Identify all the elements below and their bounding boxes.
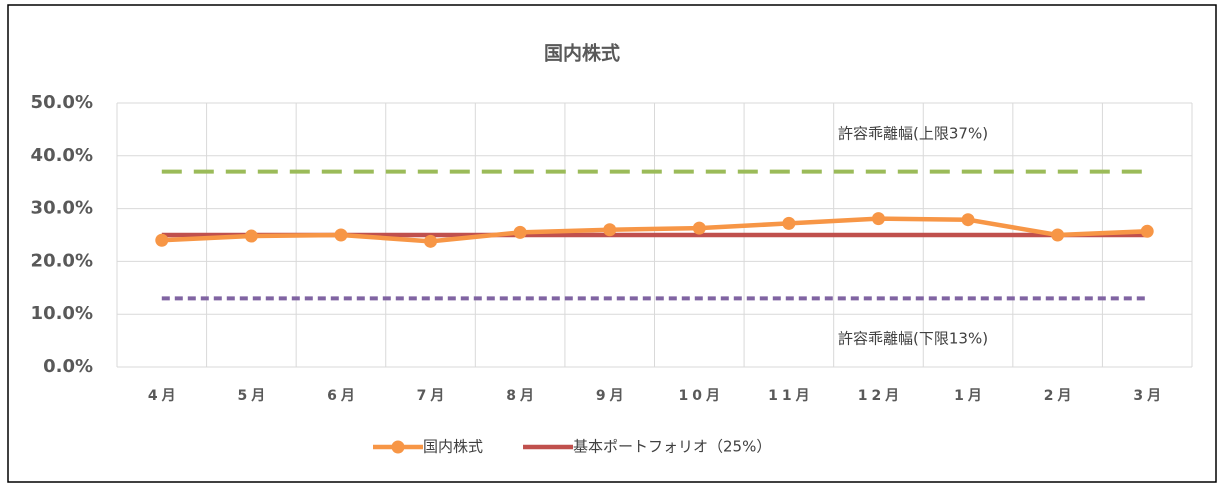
y-tick-label: 30.0% [31,198,93,219]
x-tick-label: 11月 [768,388,813,404]
chart-frame [7,4,1217,483]
legend-marker [391,440,405,454]
x-tick-label: 10月 [679,388,724,404]
reference-label: 許容乖離幅(上限37%) [838,125,988,143]
x-tick-label: 2月 [1044,388,1076,404]
x-tick-label: 8月 [506,388,538,404]
point [1051,228,1065,242]
point [961,213,975,227]
point [1140,224,1154,238]
y-tick-label: 20.0% [31,250,93,271]
reference-label: 許容乖離幅(下限13%) [838,330,988,348]
point [424,234,438,248]
point [692,221,706,235]
legend-label: 基本ポートフォリオ（25%） [573,438,771,456]
legend-label: 国内株式 [423,438,483,456]
point [871,212,885,226]
point [334,228,348,242]
point [155,233,169,247]
chart-title: 国内株式 [544,42,620,65]
x-tick-label: 7月 [417,388,449,404]
point [244,229,258,243]
x-tick-label: 12月 [858,388,903,404]
x-tick-label: 9月 [596,388,628,404]
point [513,225,527,239]
point [603,223,617,237]
x-tick-label: 5月 [238,388,270,404]
x-tick-label: 1月 [954,388,986,404]
x-tick-label: 3月 [1133,388,1165,404]
y-tick-label: 10.0% [31,303,93,324]
y-tick-label: 50.0% [31,92,93,113]
y-tick-label: 0.0% [43,356,93,377]
point [782,216,796,230]
y-tick-label: 40.0% [31,145,93,166]
x-tick-label: 4月 [148,388,180,404]
series-line [161,216,1148,244]
x-tick-label: 6月 [327,388,359,404]
